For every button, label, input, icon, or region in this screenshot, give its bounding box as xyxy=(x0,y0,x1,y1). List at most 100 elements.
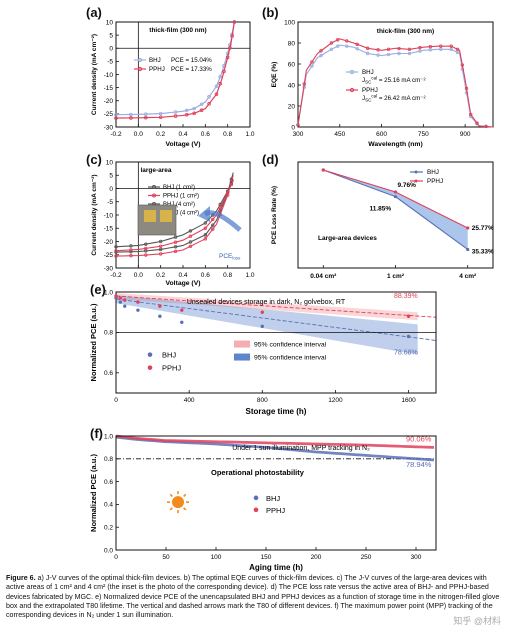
series-point-bhj xyxy=(319,53,323,58)
series-point-2 xyxy=(144,242,148,246)
panel-f: (f) 0 50 100 150 200 250 300 0.0 0.2 0.4 0.6 0.8 1.0… xyxy=(0,426,509,574)
x-tick-label: 250 xyxy=(361,554,372,561)
series-point-pphj xyxy=(158,115,163,120)
fit-line-pphj xyxy=(115,295,437,318)
series-point-pphj xyxy=(345,39,349,43)
series-point-3 xyxy=(158,244,163,248)
y-tick-label: -5 xyxy=(107,199,113,206)
y-tick-label: 10 xyxy=(106,159,114,166)
chart-title: Under 1 sun illumination, MPP tracking i… xyxy=(232,445,370,452)
panel-d-label: (d) xyxy=(262,152,279,167)
inset-electrode xyxy=(144,210,156,222)
x-tick-label: 300 xyxy=(293,131,304,138)
legend-marker xyxy=(253,495,259,501)
data-point-pphj xyxy=(136,300,140,304)
watermark: 知乎 @材料 xyxy=(453,616,501,626)
x-tick-label: 0.04 cm² xyxy=(310,273,337,280)
mpp-trace-pphj xyxy=(116,434,434,449)
y-tick-label: 0.8 xyxy=(104,330,113,337)
chart-note: Large-area devices xyxy=(318,235,377,242)
eqe-chart: 300 450 600 750 900 0 20 40 60 80 100 thick-film (3… xyxy=(271,19,494,148)
series-point-bhj xyxy=(455,50,460,55)
pce-loss-label: PCEloss xyxy=(219,253,241,261)
series-point-1 xyxy=(144,253,148,257)
series-point-1 xyxy=(173,249,178,254)
y-tick-label: -30 xyxy=(104,265,114,272)
series-point-pphj xyxy=(418,46,422,50)
legend-name: PPHJ xyxy=(149,66,165,73)
series-point-3 xyxy=(173,240,178,244)
series-point-bhj xyxy=(158,111,163,116)
series-point-pphj xyxy=(310,60,314,64)
series-point-bhj xyxy=(397,51,401,56)
panel-b-label: (b) xyxy=(262,5,279,20)
y-tick-label: 0.0 xyxy=(104,547,113,554)
series-point-3 xyxy=(229,182,234,187)
series-point-0 xyxy=(129,250,133,254)
series-point-pphj xyxy=(428,44,433,49)
series-point-pphj xyxy=(460,63,465,67)
ci-band-bhj xyxy=(116,295,418,355)
y-tick-label: -20 xyxy=(104,239,114,246)
series-point-0 xyxy=(114,250,118,254)
data-point-pphj xyxy=(118,296,123,300)
data-point-bhj xyxy=(123,304,127,308)
legend-marker xyxy=(137,57,143,63)
x-tick-label: 0.2 xyxy=(156,131,165,138)
series-point-bhj xyxy=(418,49,422,53)
legend-pce: PCE = 15.04% xyxy=(171,57,212,64)
legend-marker xyxy=(414,179,418,183)
y-axis-label: Normalized PCE (a.u.) xyxy=(89,454,98,532)
y-tick-label: -25 xyxy=(104,252,114,259)
legend-marker xyxy=(137,66,143,72)
series-point-pphj xyxy=(386,47,391,51)
legend-entry: PPHJ xyxy=(266,506,285,515)
x-tick-label: 150 xyxy=(261,554,272,561)
series-point-2 xyxy=(173,235,178,239)
series-point-pphj xyxy=(218,81,223,86)
figure-caption: Figure 6. a) J-V curves of the optimal t… xyxy=(6,574,504,620)
series-point-bhj xyxy=(214,84,219,89)
y-tick-label: 0.6 xyxy=(104,479,113,486)
photostability-chart: 0 50 100 150 200 250 300 0.0 0.2 0.4 0.6 0.8 1.0 Unde… xyxy=(89,433,437,572)
data-point-pphj xyxy=(114,294,118,298)
series-point-3 xyxy=(218,205,222,210)
legend-entry: BHJ (1 cm²) xyxy=(163,185,195,191)
y-tick-label: -30 xyxy=(104,124,114,131)
data-point-bhj xyxy=(260,324,264,329)
series-point-bhj xyxy=(365,51,370,56)
x-tick-label: 0.0 xyxy=(134,131,143,138)
series-line-2 xyxy=(115,178,234,248)
series-point-bhj xyxy=(310,64,314,68)
series-point-pphj xyxy=(143,115,148,120)
sun-ray xyxy=(169,493,173,498)
series-point-pphj xyxy=(335,38,340,42)
end-label-pphj: 88.39% xyxy=(394,293,418,300)
data-point-bhj xyxy=(136,308,140,312)
chart-title: Unsealed devices storage in dark, N₂ gol… xyxy=(187,299,346,306)
storage-stability-chart: 0 400 800 1200 1600 0.6 0.8 1.0 Unsealed devices… xyxy=(89,289,437,416)
legend-entry: BHJ (4 cm²) xyxy=(163,202,195,208)
x-tick-label: 1 cm² xyxy=(387,273,405,280)
x-tick-label: 300 xyxy=(411,554,422,561)
series-point-3 xyxy=(203,226,208,230)
series-point-pphj xyxy=(222,69,226,74)
x-axis-label: Aging time (h) xyxy=(249,563,303,572)
series-point-pphj xyxy=(228,46,232,50)
y-tick-label: 5 xyxy=(109,173,113,180)
x-tick-label: 100 xyxy=(211,554,222,561)
x-tick-label: 400 xyxy=(184,397,195,404)
data-point-bhj xyxy=(118,300,123,304)
chart-title: thick-film (300 nm) xyxy=(377,28,434,35)
y-tick-label: 1.0 xyxy=(104,289,113,296)
y-tick-label: -10 xyxy=(104,212,114,219)
legend-marker xyxy=(349,87,355,93)
series-point-bhj xyxy=(466,247,470,252)
panel-d: (d) 0.04 cm² 1 cm² 4 cm² 9.76% 11.85% 25.77% 3… xyxy=(258,148,509,288)
series-point-bhj xyxy=(329,47,334,51)
x-tick-label: 0.0 xyxy=(134,272,143,279)
y-axis-label: Current density (mA cm⁻²) xyxy=(91,174,98,255)
x-tick-label: 50 xyxy=(162,554,170,561)
x-axis-label: Storage time (h) xyxy=(246,407,307,416)
legend-name: BHJ xyxy=(362,69,374,76)
